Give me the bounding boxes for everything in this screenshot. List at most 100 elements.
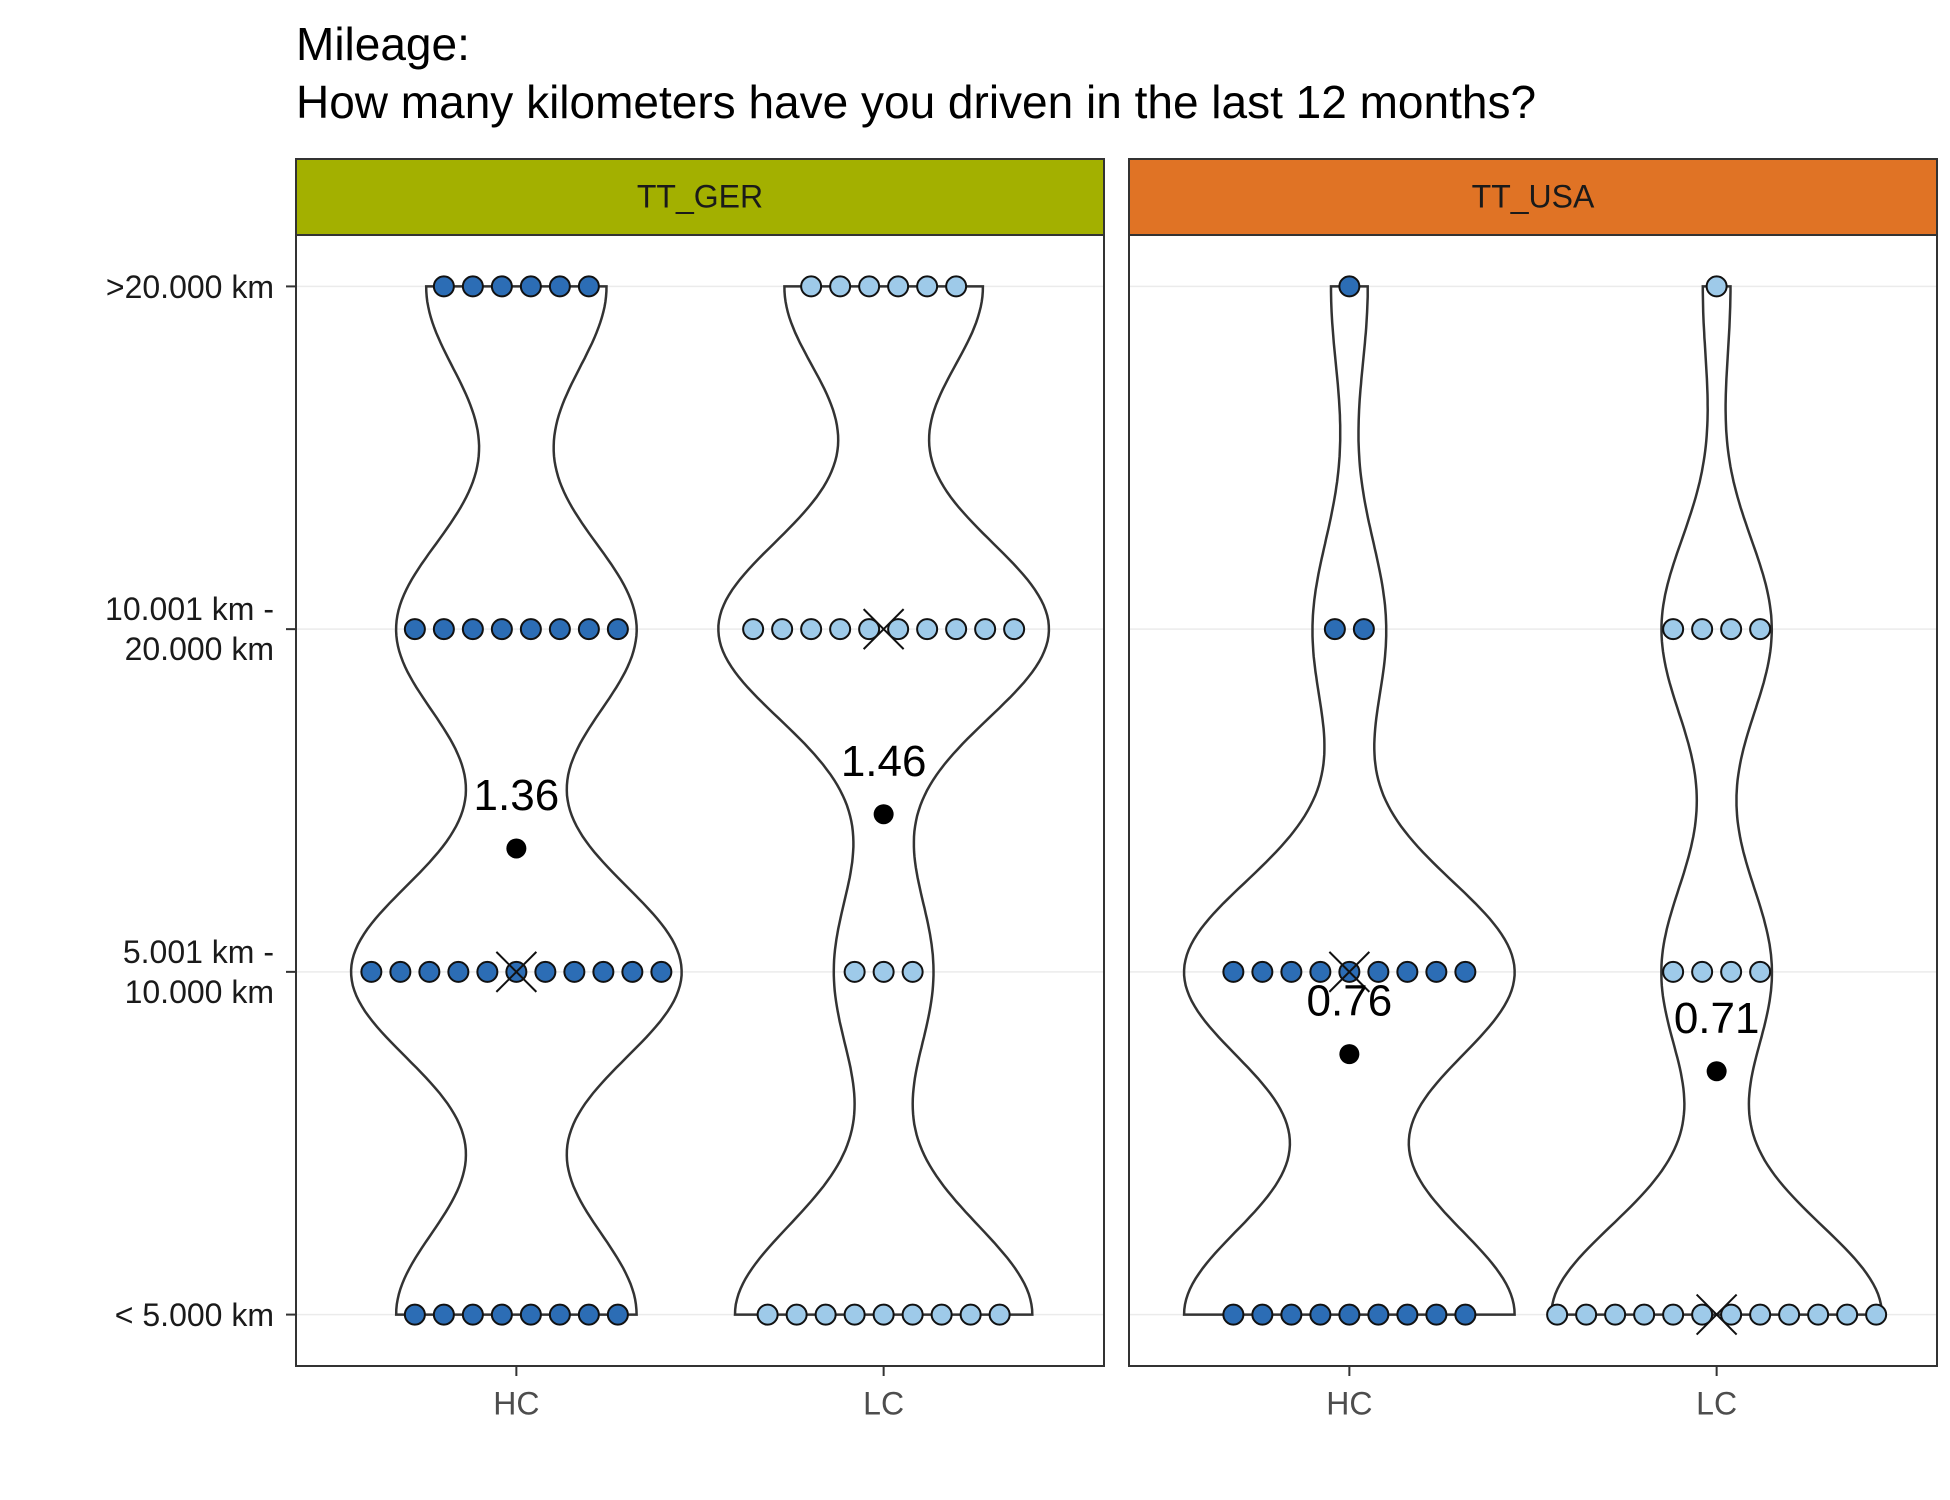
mean-label: 0.76 [1307,977,1393,1026]
dot [1425,960,1448,983]
dot-row [360,960,673,983]
x-tick-label: LC [863,1385,904,1421]
dot [389,960,412,983]
dot [1367,1303,1390,1326]
dot [800,275,823,298]
dot [843,960,866,983]
dot [1280,1303,1303,1326]
dot-row [742,618,1026,641]
dot [1396,1303,1419,1326]
facet-label: TT_GER [637,178,763,214]
dot [447,960,470,983]
dot [988,1303,1011,1326]
dot-row [756,1303,1011,1326]
dot [872,1303,895,1326]
dot [756,1303,779,1326]
dot [1720,618,1743,641]
dot [945,275,968,298]
dot [800,618,823,641]
dot [577,275,600,298]
dot [519,1303,542,1326]
dot [887,618,910,641]
facet-strip [1128,158,1938,236]
dot [1338,1303,1361,1326]
dot [1749,618,1772,641]
dot [577,618,600,641]
median-marker [1328,951,1371,993]
dot [1309,960,1332,983]
dot [403,618,426,641]
dot [872,960,895,983]
dot-row [1662,618,1772,641]
dot [1454,1303,1477,1326]
dot [901,960,924,983]
dot [1003,618,1026,641]
dot [1338,275,1361,298]
panel [296,235,1104,1366]
dot [1251,960,1274,983]
chart-subtitle: How many kilometers have you driven in t… [296,76,1536,128]
mean-label: 0.71 [1674,994,1760,1043]
dot [621,960,644,983]
dot [901,1303,924,1326]
dot [1865,1303,1888,1326]
dot [403,1303,426,1326]
dot [606,1303,629,1326]
median-marker [495,951,538,993]
dot [1705,275,1728,298]
dot [771,618,794,641]
dot [519,618,542,641]
dot [577,1303,600,1326]
dot [1749,1303,1772,1326]
dot [945,618,968,641]
dot [1222,960,1245,983]
x-tick-label: HC [493,1385,539,1421]
dot [592,960,615,983]
dot [461,275,484,298]
dot [930,1303,953,1326]
dot-row [1338,275,1361,298]
dot [461,1303,484,1326]
mean-point [1706,1061,1727,1082]
dot [858,618,881,641]
x-tick-label: HC [1326,1385,1372,1421]
mean-label: 1.36 [474,771,560,820]
median-cross [1328,951,1371,993]
y-tick-label: < 5.000 km [115,1297,274,1333]
dot [916,618,939,641]
dot-row [800,275,968,298]
dot [418,960,441,983]
dot [432,618,455,641]
y-tick-label: >20.000 km [106,269,274,305]
dot [1546,1303,1569,1326]
violin [349,285,683,1316]
dot [1633,1303,1656,1326]
dot [829,618,852,641]
dot [432,1303,455,1326]
mean-point [1339,1044,1360,1065]
x-tick-label: LC [1696,1385,1737,1421]
mean-point [873,804,894,825]
y-tick-label: 5.001 km -10.000 km [123,934,274,1010]
median-marker [1695,1293,1738,1336]
dot [1749,960,1772,983]
dot [548,275,571,298]
dot [548,618,571,641]
y-tick-label: 10.001 km -20.000 km [105,592,274,668]
dot [1323,618,1346,641]
dot [548,1303,571,1326]
dot-row [403,1303,629,1326]
dot [490,275,513,298]
dot [1691,618,1714,641]
dot [1720,1303,1743,1326]
dot [1425,1303,1448,1326]
dot [1309,1303,1332,1326]
dot [461,618,484,641]
dot [563,960,586,983]
dot-row [843,960,924,983]
dot [534,960,557,983]
dot [360,960,383,983]
dot-row [1705,275,1728,298]
dot-row [1323,618,1375,641]
